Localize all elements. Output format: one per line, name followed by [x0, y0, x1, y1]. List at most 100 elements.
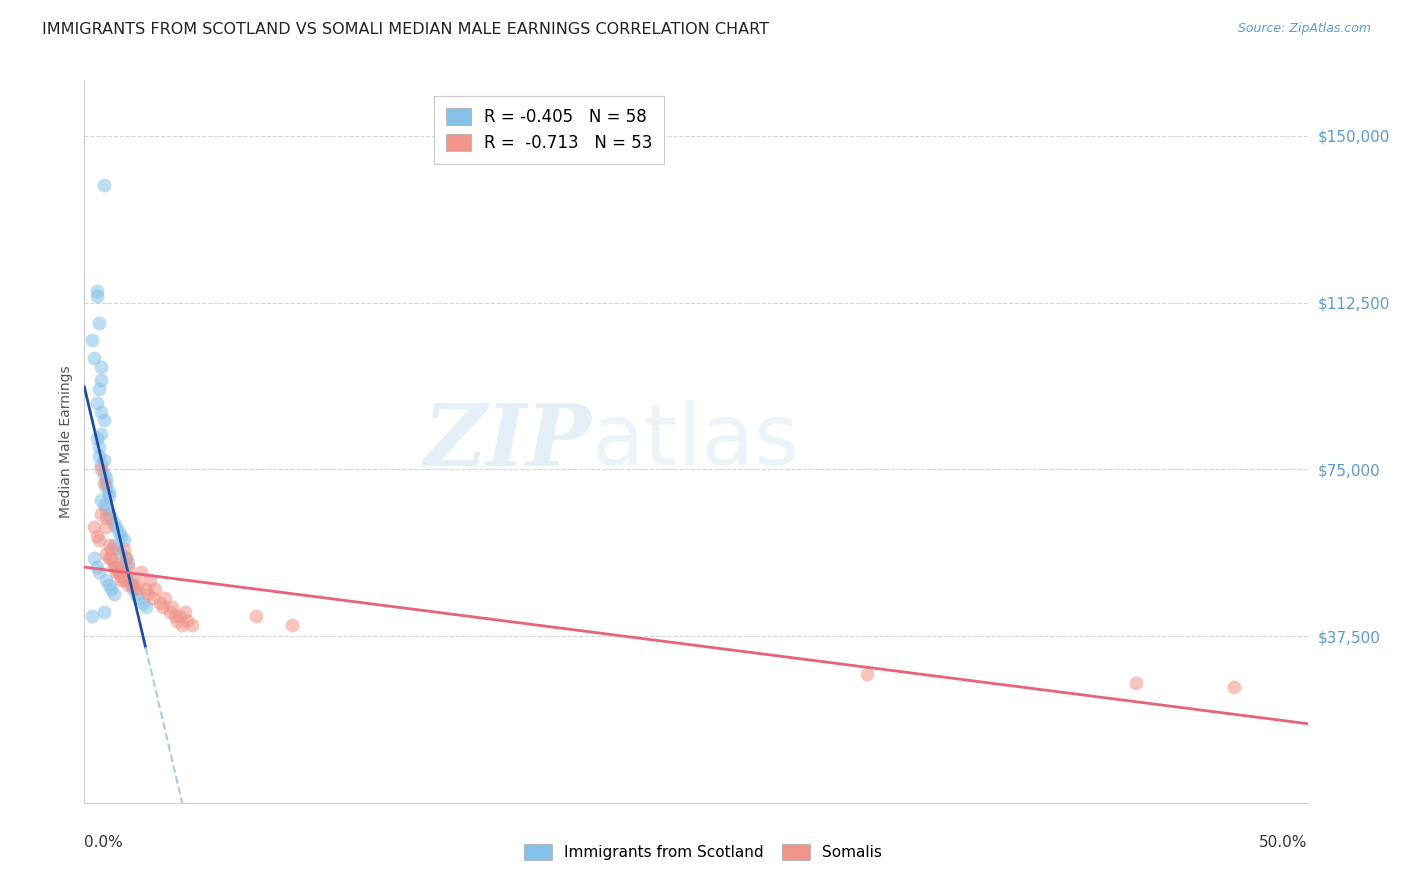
- Point: [96, 502, 118, 516]
- Point: [107, 565, 129, 579]
- Point: [120, 578, 142, 592]
- Point: [122, 578, 145, 592]
- Point: [117, 574, 139, 588]
- Point: [87, 382, 110, 396]
- Point: [103, 556, 125, 570]
- Point: [97, 484, 120, 499]
- Point: [87, 440, 110, 454]
- Point: [110, 529, 132, 543]
- Point: [110, 560, 132, 574]
- Point: [281, 618, 304, 632]
- Point: [132, 596, 155, 610]
- Point: [117, 578, 139, 592]
- Text: ZIP: ZIP: [425, 400, 592, 483]
- Point: [103, 538, 125, 552]
- Point: [110, 547, 132, 561]
- Point: [125, 582, 148, 597]
- Point: [142, 591, 165, 606]
- Point: [112, 533, 135, 548]
- Point: [90, 426, 112, 441]
- Point: [83, 351, 105, 366]
- Text: atlas: atlas: [592, 400, 800, 483]
- Point: [86, 560, 108, 574]
- Point: [117, 556, 139, 570]
- Point: [153, 591, 176, 606]
- Point: [139, 574, 162, 588]
- Point: [86, 395, 108, 409]
- Point: [127, 578, 149, 592]
- Point: [1223, 680, 1246, 694]
- Point: [93, 178, 115, 192]
- Point: [97, 507, 120, 521]
- Point: [172, 618, 194, 632]
- Point: [115, 551, 138, 566]
- Point: [100, 511, 122, 525]
- Point: [93, 413, 115, 427]
- Legend: Immigrants from Scotland, Somalis: Immigrants from Scotland, Somalis: [519, 838, 887, 866]
- Point: [86, 289, 108, 303]
- Point: [103, 516, 125, 530]
- Point: [86, 431, 108, 445]
- Point: [169, 609, 191, 624]
- Legend: R = -0.405   N = 58, R =  -0.713   N = 53: R = -0.405 N = 58, R = -0.713 N = 53: [434, 95, 664, 164]
- Point: [856, 666, 879, 681]
- Point: [112, 542, 135, 557]
- Point: [159, 605, 181, 619]
- Point: [117, 560, 139, 574]
- Text: IMMIGRANTS FROM SCOTLAND VS SOMALI MEDIAN MALE EARNINGS CORRELATION CHART: IMMIGRANTS FROM SCOTLAND VS SOMALI MEDIA…: [42, 22, 769, 37]
- Point: [103, 587, 125, 601]
- Point: [143, 582, 166, 597]
- Point: [105, 565, 128, 579]
- Point: [245, 609, 267, 624]
- Point: [90, 507, 112, 521]
- Point: [112, 574, 135, 588]
- Point: [105, 542, 128, 557]
- Point: [176, 614, 198, 628]
- Point: [96, 511, 118, 525]
- Point: [129, 565, 152, 579]
- Point: [181, 618, 204, 632]
- Point: [96, 480, 118, 494]
- Point: [112, 565, 135, 579]
- Text: Source: ZipAtlas.com: Source: ZipAtlas.com: [1237, 22, 1371, 36]
- Point: [162, 600, 184, 615]
- Point: [90, 360, 112, 375]
- Point: [80, 609, 103, 624]
- Point: [100, 542, 122, 557]
- Point: [166, 614, 188, 628]
- Point: [100, 551, 122, 566]
- Point: [96, 475, 118, 490]
- Point: [90, 462, 112, 476]
- Point: [83, 551, 105, 566]
- Point: [135, 582, 157, 597]
- Point: [173, 605, 195, 619]
- Point: [152, 600, 174, 615]
- Point: [115, 551, 138, 566]
- Point: [80, 334, 103, 348]
- Y-axis label: Median Male Earnings: Median Male Earnings: [59, 365, 73, 518]
- Point: [127, 591, 149, 606]
- Point: [86, 529, 108, 543]
- Point: [90, 493, 112, 508]
- Point: [96, 547, 118, 561]
- Point: [136, 587, 159, 601]
- Point: [107, 524, 129, 539]
- Point: [120, 574, 142, 588]
- Point: [110, 569, 132, 583]
- Point: [115, 569, 138, 583]
- Point: [87, 316, 110, 330]
- Point: [96, 574, 118, 588]
- Point: [105, 560, 128, 574]
- Point: [90, 404, 112, 418]
- Point: [87, 533, 110, 548]
- Point: [96, 520, 118, 534]
- Point: [93, 498, 115, 512]
- Point: [87, 449, 110, 463]
- Point: [97, 551, 120, 566]
- Point: [97, 489, 120, 503]
- Point: [97, 538, 120, 552]
- Point: [90, 373, 112, 387]
- Point: [135, 600, 157, 615]
- Point: [107, 565, 129, 579]
- Point: [96, 471, 118, 485]
